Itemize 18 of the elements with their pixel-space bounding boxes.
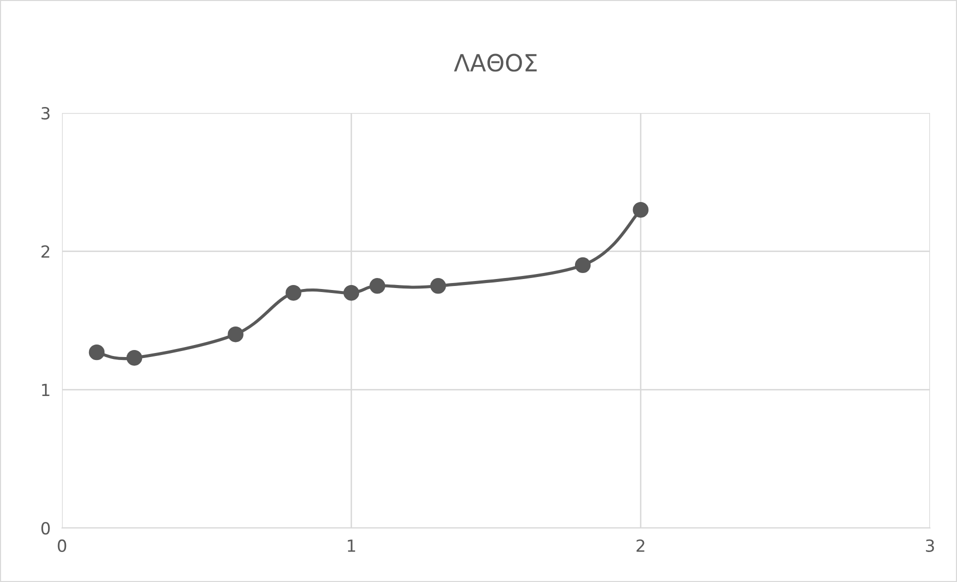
y-tick-label: 3 [42, 106, 50, 120]
point [430, 278, 446, 294]
y-tick-label: 0 [41, 522, 50, 535]
point [228, 326, 244, 342]
chart-title: ΛΑΘΟΣ [454, 54, 537, 72]
x-tick-label: 1 [348, 540, 356, 552]
point [632, 202, 649, 218]
point [286, 284, 302, 301]
point [126, 350, 142, 366]
x-tick-label: 2 [636, 539, 644, 552]
x-tick-label: 0 [58, 539, 66, 552]
point [343, 284, 360, 301]
y-tick-label: 2 [42, 245, 50, 258]
point [88, 344, 105, 360]
y-tick-label: 1 [42, 384, 50, 396]
point [574, 257, 591, 274]
point [370, 278, 386, 294]
x-tick-label: 3 [926, 539, 934, 552]
